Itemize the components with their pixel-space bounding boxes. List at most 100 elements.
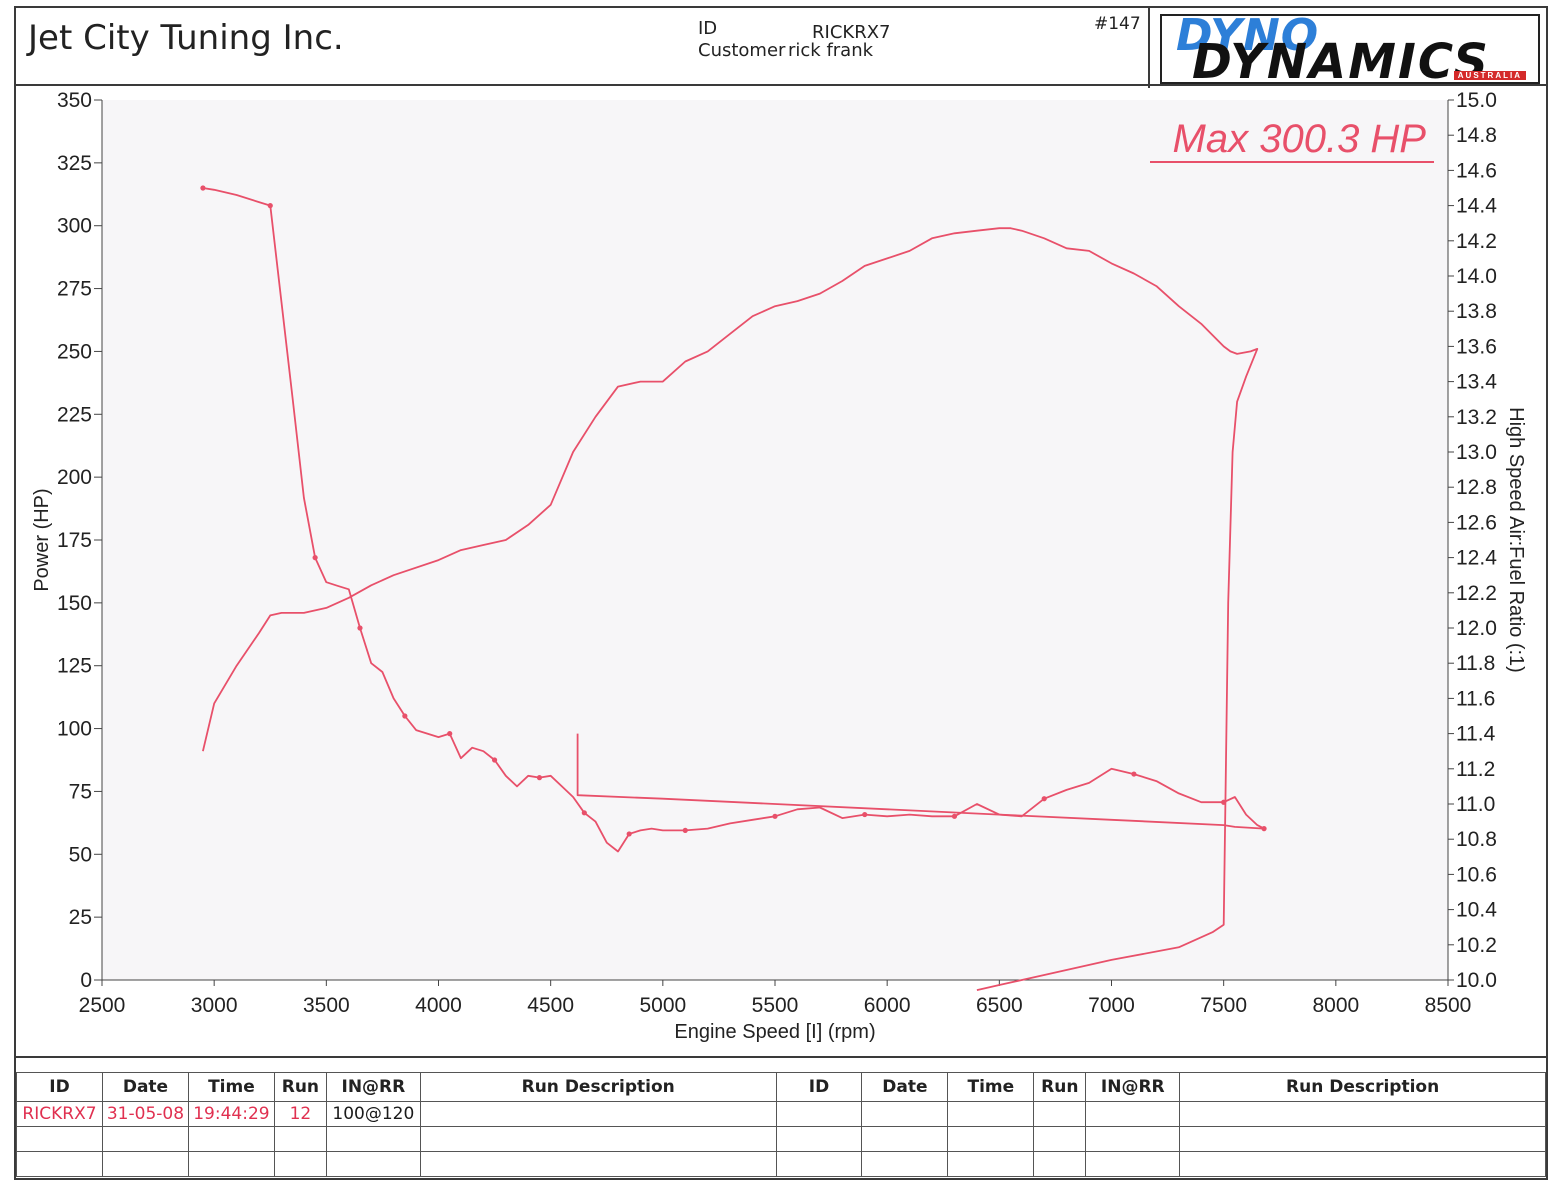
y-right-tick-label: 11.4 (1456, 723, 1496, 746)
y-left-tick-label: 75 (69, 780, 92, 803)
y-right-tick-label: 14.2 (1456, 230, 1497, 253)
x-tick-label: 6500 (976, 994, 1023, 1017)
table-cell: 19:44:29 (187, 1101, 275, 1127)
max-power-annotation: Max 300.3 HP (1173, 117, 1427, 161)
table-cell (273, 1151, 327, 1177)
y-left-tick-label: 175 (57, 529, 92, 552)
y-right-tick-label: 11.0 (1456, 793, 1495, 816)
table-header-cell: ID (775, 1072, 863, 1102)
table-cell (1085, 1151, 1181, 1177)
table-row (16, 1151, 1546, 1177)
y-left-tick-label: 150 (57, 592, 92, 615)
table-cell (419, 1101, 777, 1127)
y-left-tick-label: 225 (57, 403, 92, 426)
table-cell (1179, 1101, 1546, 1127)
chart-frame: 2500 3000 3500 4000 4500 5000 5500 6000 6500 7000… (14, 86, 1548, 1056)
x-tick-label: 8500 (1425, 994, 1472, 1017)
table-header-cell: IN@RR (1085, 1072, 1181, 1102)
afr-sample-point (312, 555, 318, 561)
y-right-tick-label: 13.4 (1456, 371, 1497, 394)
table-cell (419, 1126, 777, 1152)
table-header-cell: Time (187, 1072, 275, 1102)
afr-sample-point (1221, 799, 1227, 805)
logo-subtitle: AUSTRALIA (1453, 71, 1526, 80)
y-left-tick-label: 100 (57, 718, 92, 741)
x-tick-label: 3000 (191, 994, 238, 1017)
y-left-axis-label: Power (HP) (31, 488, 53, 591)
x-tick-label: 4000 (415, 994, 462, 1017)
y-right-tick-label: 14.8 (1456, 124, 1497, 147)
run-table: ID Date Time Run IN@RR Run Description ID Date T… (14, 1056, 1548, 1180)
afr-sample-point (402, 713, 408, 719)
y-left-tick-label: 300 (57, 215, 92, 238)
table-row (16, 1126, 1546, 1152)
y-right-tick-label: 11.6 (1456, 687, 1495, 710)
dyno-chart: 2500 3000 3500 4000 4500 5000 5500 6000 6500 7000… (31, 89, 1527, 1043)
x-axis-label: Engine Speed [I] (rpm) (674, 1021, 875, 1043)
x-tick-label: 7500 (1200, 994, 1247, 1017)
dyno-dynamics-logo: DYNO DYNAMICS AUSTRALIA (1148, 8, 1548, 90)
afr-sample-point (267, 203, 273, 209)
table-cell (273, 1126, 327, 1152)
sheet-number: #147 (1094, 14, 1141, 34)
plot-area (102, 100, 1448, 980)
afr-sample-point (1261, 826, 1267, 832)
report-header: Jet City Tuning Inc. ID RICKRX7 Customer… (14, 6, 1548, 90)
y-left-tick-label: 325 (57, 152, 92, 175)
table-cell (947, 1126, 1035, 1152)
table-cell (16, 1126, 103, 1152)
x-tick-label: 8000 (1312, 994, 1359, 1017)
y-right-tick-label: 14.0 (1456, 265, 1497, 288)
y-right-tick-label: 10.6 (1456, 863, 1497, 886)
table-cell (325, 1126, 421, 1152)
y-left-tick-label: 25 (69, 906, 92, 929)
table-cell (325, 1151, 421, 1177)
y-right-tick-label: 14.6 (1456, 159, 1497, 182)
table-cell (947, 1101, 1035, 1127)
y-left-tick-label: 125 (57, 655, 92, 678)
y-right-tick-label: 10.2 (1456, 934, 1497, 957)
table-cell (16, 1151, 103, 1177)
y-right-tick-label: 11.2 (1456, 758, 1495, 781)
x-tick-label: 7000 (1088, 994, 1135, 1017)
afr-sample-point (357, 625, 363, 631)
afr-curve (202, 187, 1265, 853)
id-value: RICKRX7 (812, 22, 891, 43)
power-curve (202, 227, 1259, 991)
y-right-tick-label: 14.4 (1456, 195, 1497, 218)
y-left-tick-label: 250 (57, 340, 92, 363)
y-right-tick-label: 12.6 (1456, 511, 1497, 534)
y-right-tick-label: 13.6 (1456, 335, 1497, 358)
table-cell: 100@120 (325, 1101, 421, 1127)
afr-sample-point (1041, 796, 1047, 802)
y-right-tick-label: 12.0 (1456, 617, 1497, 640)
table-cell (1033, 1101, 1087, 1127)
table-header-cell: Date (861, 1072, 949, 1102)
afr-sample-point (200, 185, 206, 191)
x-tick-label: 2500 (79, 994, 126, 1017)
afr-sample-point (682, 827, 688, 834)
table-cell (1085, 1101, 1181, 1127)
y-right-tick-label: 10.0 (1456, 969, 1497, 992)
table-header-cell: Run (1033, 1072, 1087, 1102)
customer-value: rick frank (788, 40, 874, 61)
x-tick-label: 4500 (527, 994, 574, 1017)
x-tick-label: 3500 (303, 994, 350, 1017)
table-cell (1085, 1126, 1181, 1152)
afr-sample-point (862, 811, 868, 818)
company-name: Jet City Tuning Inc. (28, 18, 344, 58)
table-cell (1179, 1151, 1546, 1177)
table-header-cell: Date (101, 1072, 189, 1102)
table-cell (1033, 1151, 1087, 1177)
table-row: RICKRX7 31-05-08 19:44:29 12 100@120 (16, 1101, 1546, 1127)
y-right-tick-label: 12.2 (1456, 582, 1497, 605)
afr-sample-point (491, 757, 498, 763)
table-cell (861, 1126, 949, 1152)
table-cell (187, 1126, 275, 1152)
afr-sample-point (536, 775, 543, 781)
y-right-tick-label: 11.8 (1456, 652, 1495, 675)
table-cell (775, 1101, 863, 1127)
y-right-tick-label: 12.8 (1456, 476, 1497, 499)
table-header-cell: IN@RR (325, 1072, 421, 1102)
table-header-cell: Time (947, 1072, 1035, 1102)
